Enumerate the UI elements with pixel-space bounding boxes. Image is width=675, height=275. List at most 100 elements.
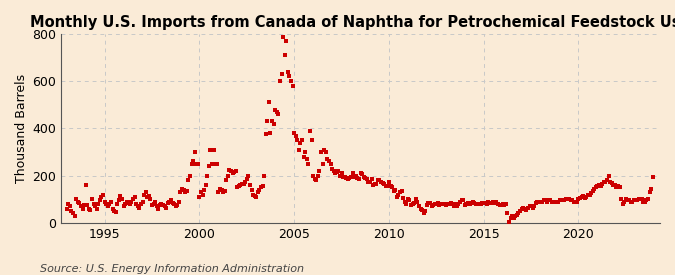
Point	[618, 202, 628, 206]
Point	[124, 202, 135, 206]
Point	[325, 162, 336, 166]
Point	[579, 196, 590, 200]
Point	[625, 199, 636, 204]
Point	[72, 199, 83, 204]
Point	[485, 201, 495, 205]
Point	[616, 197, 626, 202]
Point	[388, 189, 399, 193]
Point	[314, 169, 325, 173]
Point	[421, 203, 432, 207]
Point	[243, 174, 254, 178]
Point	[158, 203, 169, 207]
Point	[142, 195, 153, 199]
Point	[82, 203, 92, 207]
Point	[297, 138, 308, 142]
Point	[373, 178, 383, 183]
Point	[110, 210, 121, 214]
Point	[327, 166, 338, 171]
Point	[558, 198, 568, 203]
Point	[382, 184, 393, 188]
Point	[234, 184, 244, 188]
Point	[172, 203, 183, 207]
Point	[592, 184, 603, 188]
Point	[282, 70, 293, 74]
Point	[148, 202, 159, 206]
Point	[395, 190, 406, 194]
Point	[224, 167, 235, 172]
Point	[453, 202, 464, 206]
Point	[262, 119, 273, 123]
Point	[186, 162, 197, 166]
Point	[105, 199, 116, 204]
Point	[572, 199, 583, 204]
Y-axis label: Thousand Barrels: Thousand Barrels	[15, 74, 28, 183]
Point	[275, 79, 286, 83]
Point	[531, 201, 541, 205]
Point	[191, 162, 202, 166]
Point	[455, 199, 466, 204]
Point	[527, 205, 538, 210]
Point	[139, 192, 150, 197]
Point	[271, 110, 282, 114]
Point	[521, 208, 532, 212]
Point	[208, 147, 219, 152]
Point	[641, 198, 652, 203]
Point	[63, 202, 74, 206]
Point	[440, 203, 451, 207]
Point	[443, 202, 454, 206]
Point	[150, 199, 161, 204]
Point	[354, 177, 364, 182]
Point	[466, 201, 477, 205]
Point	[470, 202, 481, 206]
Point	[510, 214, 520, 218]
Point	[428, 203, 439, 207]
Point	[628, 198, 639, 203]
Point	[578, 194, 589, 198]
Point	[526, 204, 537, 208]
Point	[494, 203, 505, 207]
Point	[279, 53, 290, 57]
Point	[587, 189, 598, 193]
Point	[404, 198, 415, 203]
Point	[539, 198, 549, 203]
Point	[489, 201, 500, 205]
Point	[346, 175, 356, 179]
Point	[387, 185, 398, 190]
Point	[254, 188, 265, 192]
Point	[76, 204, 86, 208]
Point	[553, 199, 564, 204]
Point	[442, 202, 453, 206]
Point	[290, 133, 301, 138]
Point	[591, 185, 601, 190]
Point	[638, 199, 649, 204]
Point	[447, 202, 458, 206]
Point	[491, 199, 502, 204]
Point	[504, 219, 514, 224]
Point	[169, 202, 180, 206]
Point	[218, 190, 229, 194]
Point	[371, 182, 381, 186]
Point	[462, 201, 473, 205]
Point	[96, 195, 107, 199]
Point	[400, 199, 410, 204]
Point	[584, 192, 595, 197]
Point	[159, 204, 170, 208]
Point	[178, 188, 189, 192]
Point	[524, 204, 535, 208]
Point	[197, 192, 208, 197]
Point	[493, 202, 504, 206]
Point	[562, 197, 573, 202]
Point	[611, 185, 622, 190]
Point	[364, 179, 375, 184]
Point	[140, 190, 151, 194]
Point	[65, 204, 76, 208]
Point	[240, 179, 250, 184]
Point	[474, 202, 485, 206]
Point	[500, 202, 511, 206]
Point	[265, 131, 276, 135]
Point	[304, 129, 315, 133]
Point	[259, 174, 269, 178]
Point	[409, 201, 420, 205]
Point	[516, 207, 527, 211]
Point	[182, 189, 192, 193]
